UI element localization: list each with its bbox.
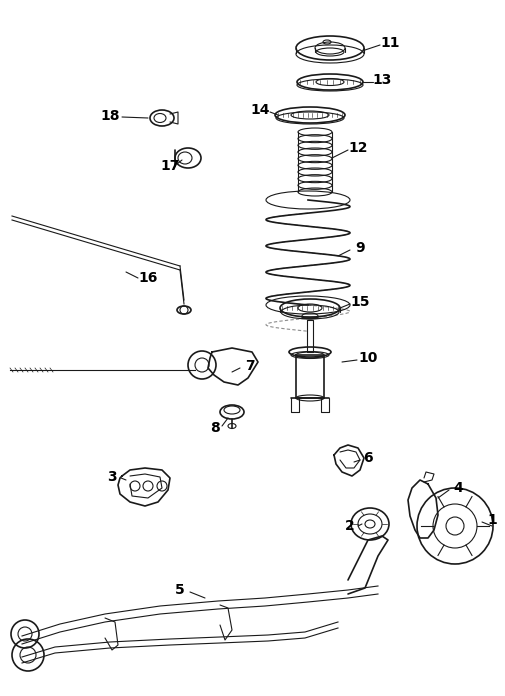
- Text: 4: 4: [452, 481, 462, 495]
- Text: 14: 14: [250, 103, 269, 117]
- Text: 11: 11: [379, 36, 399, 50]
- Text: 6: 6: [363, 451, 372, 465]
- Text: 10: 10: [358, 351, 377, 365]
- Text: 2: 2: [344, 519, 354, 533]
- Text: 7: 7: [245, 359, 255, 373]
- Text: 12: 12: [347, 141, 367, 155]
- Text: 13: 13: [372, 73, 391, 87]
- Text: 16: 16: [138, 271, 158, 285]
- Text: 9: 9: [355, 241, 364, 255]
- Text: 17: 17: [160, 159, 179, 173]
- Text: 18: 18: [100, 109, 120, 123]
- Text: 15: 15: [349, 295, 369, 309]
- Text: 8: 8: [210, 421, 220, 435]
- Text: 5: 5: [175, 583, 184, 597]
- Text: 1: 1: [486, 513, 496, 527]
- Text: 3: 3: [107, 470, 117, 484]
